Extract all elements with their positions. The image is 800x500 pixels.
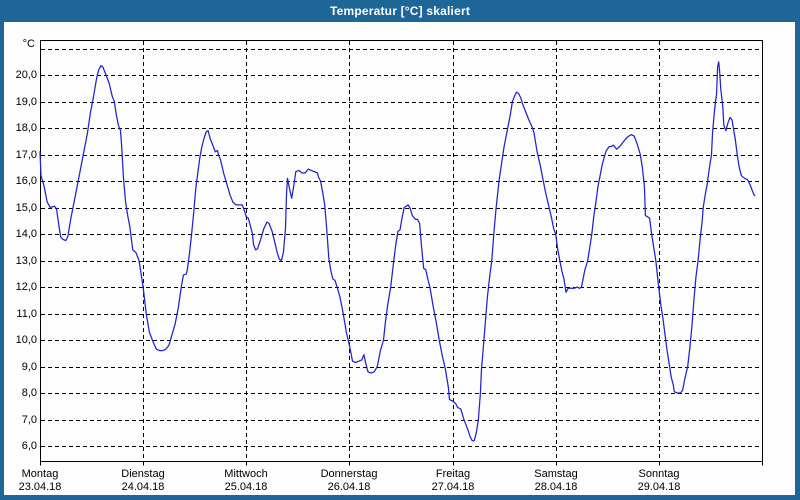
- y-axis-label: 16,0: [15, 175, 37, 187]
- y-axis-label: 13,0: [15, 255, 37, 267]
- window-border-bottom: [0, 495, 800, 500]
- y-axis-label: 7,0: [21, 414, 37, 426]
- y-axis-label: 6,0: [21, 440, 37, 452]
- x-axis-date-label: 29.04.18: [637, 481, 681, 493]
- y-axis-label: 11,0: [16, 308, 37, 320]
- x-axis-date-label: 23.04.18: [18, 481, 62, 493]
- x-axis-day-label: Sonntag: [638, 468, 680, 480]
- window-titlebar[interactable]: Temperatur [°C] skaliert: [0, 0, 800, 22]
- x-axis-day-label: Montag: [21, 468, 59, 480]
- x-axis-date-label: 27.04.18: [431, 481, 475, 493]
- y-axis-label: 17,0: [15, 149, 37, 161]
- window-border-right: [795, 22, 800, 500]
- x-axis-date-label: 25.04.18: [224, 481, 268, 493]
- x-axis-day-label: Mittwoch: [224, 468, 268, 480]
- y-axis-label: 15,0: [15, 202, 37, 214]
- y-axis-unit-label: °C: [22, 38, 35, 50]
- x-axis-day-label: Donnerstag: [320, 468, 378, 480]
- window-title: Temperatur [°C] skaliert: [329, 4, 471, 18]
- y-axis-label: 9,0: [21, 361, 37, 373]
- x-axis-date-label: 26.04.18: [327, 481, 371, 493]
- plot-frame: [40, 40, 763, 462]
- y-axis-label: 12,0: [15, 281, 37, 293]
- x-axis-date-label: 24.04.18: [121, 481, 165, 493]
- y-axis-label: 8,0: [21, 387, 37, 399]
- y-axis-label: 20,0: [15, 69, 37, 81]
- x-axis-day-label: Dienstag: [121, 468, 165, 480]
- y-axis-label: 10,0: [15, 334, 37, 346]
- x-axis-day-label: Samstag: [534, 468, 578, 480]
- window-border-left: [0, 22, 4, 500]
- y-axis-label: 19,0: [15, 96, 37, 108]
- y-axis-label: 18,0: [15, 122, 37, 134]
- x-axis-day-label: Freitag: [435, 468, 471, 480]
- temperature-line: [39, 61, 756, 442]
- x-axis-date-label: 28.04.18: [534, 481, 578, 493]
- y-axis-label: 14,0: [15, 228, 37, 240]
